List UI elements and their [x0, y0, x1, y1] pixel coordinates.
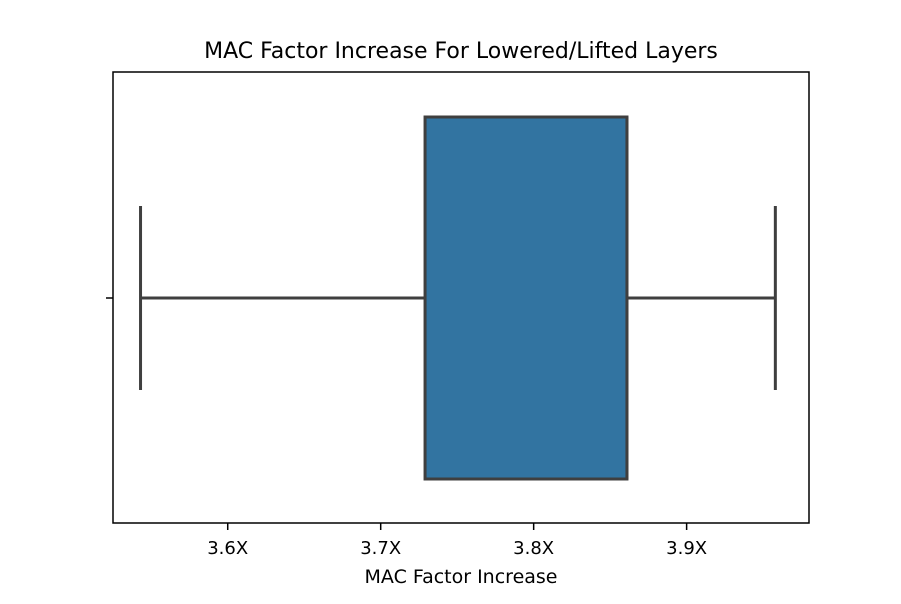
- box-iqr: [423, 115, 629, 481]
- plot-area: 3.6X 3.7X 3.8X 3.9X: [106, 71, 810, 559]
- x-tick-label: 3.6X: [207, 538, 248, 559]
- x-tick-label: 3.7X: [360, 538, 401, 559]
- x-tick-label: 3.9X: [666, 538, 707, 559]
- x-axis-label: MAC Factor Increase: [365, 566, 558, 588]
- chart-title: MAC Factor Increase For Lowered/Lifted L…: [204, 39, 718, 64]
- x-tick-label: 3.8X: [513, 538, 554, 559]
